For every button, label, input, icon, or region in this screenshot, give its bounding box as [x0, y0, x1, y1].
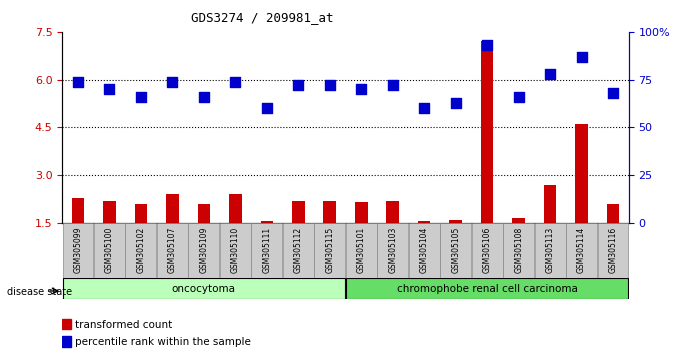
- Text: GSM305114: GSM305114: [577, 227, 586, 273]
- Bar: [103, 201, 115, 223]
- Text: GSM305115: GSM305115: [325, 227, 334, 273]
- FancyBboxPatch shape: [346, 223, 377, 278]
- Point: [198, 94, 209, 100]
- Text: GSM305102: GSM305102: [136, 227, 145, 273]
- Point: [545, 71, 556, 77]
- Text: GSM305109: GSM305109: [199, 227, 209, 273]
- Point: [356, 86, 367, 92]
- Bar: [576, 124, 588, 223]
- FancyBboxPatch shape: [62, 278, 346, 299]
- Text: percentile rank within the sample: percentile rank within the sample: [75, 337, 251, 347]
- Bar: [135, 204, 147, 223]
- Point: [513, 94, 524, 100]
- Text: oncocytoma: oncocytoma: [172, 284, 236, 293]
- Text: transformed count: transformed count: [75, 320, 172, 330]
- Point: [450, 100, 461, 105]
- FancyBboxPatch shape: [377, 223, 408, 278]
- Text: chromophobe renal cell carcinoma: chromophobe renal cell carcinoma: [397, 284, 578, 293]
- Point: [324, 82, 335, 88]
- Text: GDS3274 / 209981_at: GDS3274 / 209981_at: [191, 11, 334, 24]
- Bar: [62, 319, 71, 329]
- Bar: [72, 198, 84, 223]
- FancyBboxPatch shape: [346, 278, 629, 299]
- Bar: [607, 204, 619, 223]
- Point: [607, 90, 618, 96]
- FancyBboxPatch shape: [409, 223, 439, 278]
- Bar: [355, 202, 368, 223]
- Text: GSM305106: GSM305106: [482, 227, 492, 273]
- FancyBboxPatch shape: [535, 223, 565, 278]
- Text: GSM305099: GSM305099: [73, 227, 82, 273]
- Point: [104, 86, 115, 92]
- FancyBboxPatch shape: [126, 223, 156, 278]
- FancyBboxPatch shape: [220, 223, 251, 278]
- Bar: [166, 194, 179, 223]
- Point: [293, 82, 304, 88]
- Text: GSM305110: GSM305110: [231, 227, 240, 273]
- Text: GSM305105: GSM305105: [451, 227, 460, 273]
- FancyBboxPatch shape: [94, 223, 125, 278]
- Text: GSM305107: GSM305107: [168, 227, 177, 273]
- Text: GSM305116: GSM305116: [609, 227, 618, 273]
- Text: GSM305112: GSM305112: [294, 227, 303, 273]
- Text: disease state: disease state: [7, 287, 72, 297]
- Bar: [418, 222, 430, 223]
- Point: [135, 94, 146, 100]
- FancyBboxPatch shape: [503, 223, 534, 278]
- Point: [387, 82, 398, 88]
- FancyBboxPatch shape: [283, 223, 314, 278]
- Bar: [198, 204, 210, 223]
- Bar: [292, 201, 305, 223]
- Text: GSM305103: GSM305103: [388, 227, 397, 273]
- FancyBboxPatch shape: [62, 223, 93, 278]
- Point: [73, 79, 84, 84]
- Bar: [229, 194, 242, 223]
- FancyBboxPatch shape: [157, 223, 188, 278]
- Bar: [449, 220, 462, 223]
- Bar: [481, 41, 493, 223]
- Text: GSM305101: GSM305101: [357, 227, 366, 273]
- FancyBboxPatch shape: [598, 223, 629, 278]
- Text: GSM305111: GSM305111: [263, 227, 272, 273]
- FancyBboxPatch shape: [189, 223, 219, 278]
- Point: [576, 54, 587, 59]
- Point: [167, 79, 178, 84]
- FancyBboxPatch shape: [566, 223, 597, 278]
- Bar: [323, 201, 336, 223]
- Text: GSM305108: GSM305108: [514, 227, 523, 273]
- FancyBboxPatch shape: [472, 223, 502, 278]
- Text: GSM305113: GSM305113: [546, 227, 555, 273]
- Point: [230, 79, 241, 84]
- FancyBboxPatch shape: [252, 223, 282, 278]
- Bar: [62, 336, 71, 347]
- Point: [419, 105, 430, 111]
- Bar: [261, 222, 273, 223]
- FancyBboxPatch shape: [440, 223, 471, 278]
- Point: [482, 42, 493, 48]
- Bar: [386, 201, 399, 223]
- Point: [261, 105, 272, 111]
- FancyBboxPatch shape: [314, 223, 346, 278]
- Bar: [544, 185, 556, 223]
- Bar: [512, 218, 525, 223]
- Text: GSM305100: GSM305100: [105, 227, 114, 273]
- Text: GSM305104: GSM305104: [419, 227, 428, 273]
